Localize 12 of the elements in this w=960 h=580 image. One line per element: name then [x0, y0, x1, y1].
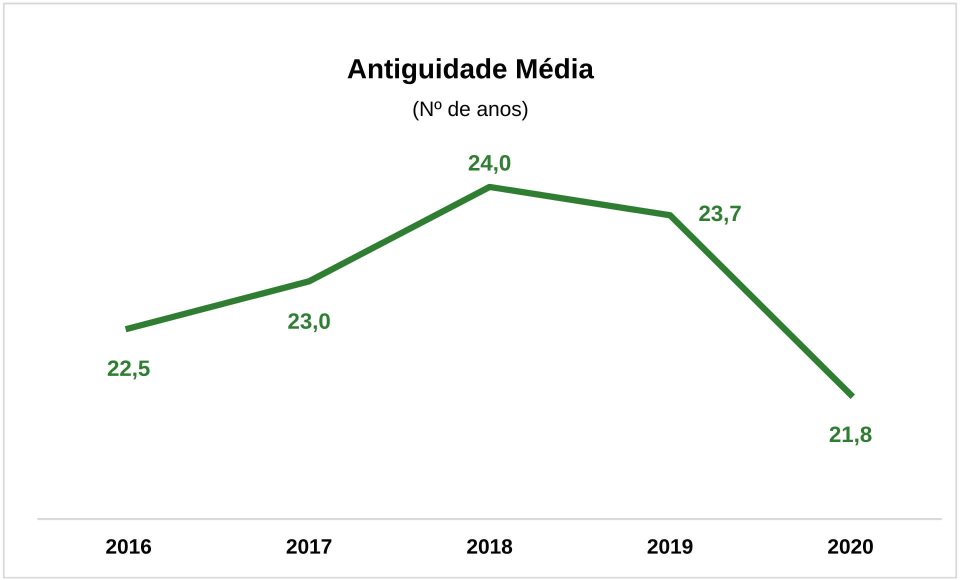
x-tick-label: 2020: [828, 539, 873, 554]
chart-subtitle: (Nº de anos): [413, 100, 528, 120]
data-label: 23,0: [288, 313, 330, 332]
x-tick-label: 2019: [648, 539, 692, 554]
x-tick-label: 2017: [286, 539, 332, 554]
data-label: 24,0: [468, 154, 510, 174]
data-label: 22,5: [108, 360, 150, 380]
data-label: 23,7: [699, 205, 741, 224]
x-tick-label: 2018: [467, 539, 512, 554]
chart-title: Antiguidade Média: [348, 58, 594, 84]
data-label: 21,8: [830, 426, 872, 446]
x-tick-label: 2016: [106, 539, 152, 554]
